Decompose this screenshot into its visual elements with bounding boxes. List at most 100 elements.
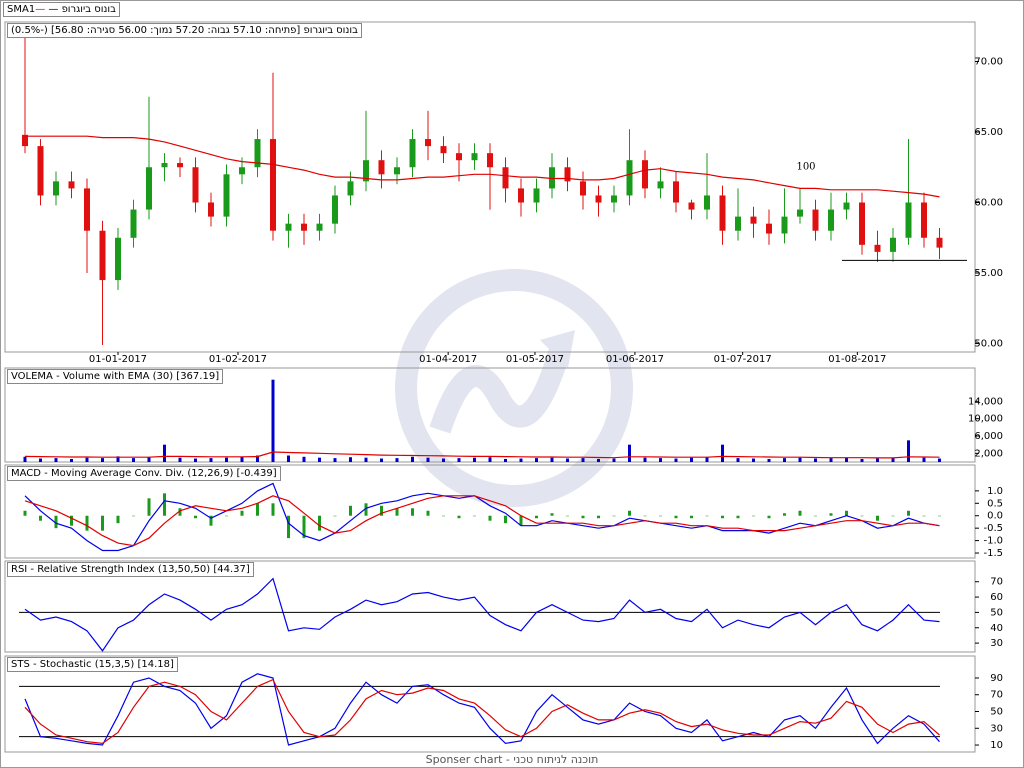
bar [333,515,337,517]
y-tick-label: -1.5 [983,548,1003,559]
candle-body [207,202,214,217]
bar [519,515,523,526]
bar [690,457,694,462]
candle-body [564,167,571,182]
panel-title: STS - Stochastic (15,3,5) [14.18] [7,657,178,672]
bar [674,515,678,519]
y-tick-label: 6,000 [974,431,1003,442]
candle-body [68,181,75,189]
bar [193,515,197,519]
candle-body [487,153,493,168]
bar [504,458,508,462]
bar [69,515,73,526]
bar [876,458,880,462]
bar [798,457,802,462]
series-line [24,482,940,552]
bar [131,515,135,517]
candle-body [223,174,230,217]
bar [38,515,42,521]
y-tick-label: 14,000 [968,396,1003,407]
bar [690,515,694,519]
bar [845,457,849,462]
candle-body [99,230,106,281]
bar [938,515,942,517]
bar [752,515,756,517]
candle-body [704,195,711,210]
bar [100,458,104,462]
bar [736,515,740,519]
candle-body [440,146,447,154]
y-tick-label: 50 [990,707,1003,718]
bar [457,458,461,462]
bar [348,505,352,516]
candle-body [859,202,866,245]
bar [302,456,306,462]
candle-body [471,153,478,161]
bar [54,515,58,529]
x-tick-label: 01-01-2017 [89,354,147,365]
candle-body [52,181,59,196]
bar [550,457,554,462]
bar [23,456,27,462]
candle-body [176,163,183,168]
panel-title: VOLEMA - Volume with EMA (30) [367.19] [7,369,224,384]
bar [209,515,213,526]
bar [721,444,725,462]
y-tick-label: 1.0 [987,486,1003,497]
bar [116,456,120,462]
bar [876,515,880,521]
bar [860,458,864,462]
bar [597,458,601,462]
y-tick-label: 30 [990,723,1003,734]
bar [23,510,27,516]
candle-body [518,188,525,203]
bar [240,456,244,462]
candle-body [285,223,292,231]
candle-body [580,181,587,196]
candle-body [130,209,137,238]
bar [147,457,151,462]
bar [116,515,120,524]
bar [907,510,911,516]
x-tick-label: 01-07-2017 [714,354,772,365]
y-tick-label: 40 [990,623,1003,634]
bar [535,515,539,519]
candle-body [673,181,680,203]
bar [705,457,709,462]
bar [209,458,213,462]
y-tick-label: -0.5 [983,523,1003,534]
bar [566,515,570,517]
bar [922,457,926,462]
candle-body [533,188,540,203]
bar [581,458,585,462]
candle-body [781,216,788,234]
candle-body [719,195,726,231]
y-tick-label: 60.00 [974,198,1003,209]
candle-body [688,202,695,210]
bar [472,515,476,517]
candle-body [424,139,431,147]
bar [38,458,42,462]
candle-body [37,146,44,196]
bar [178,508,182,516]
candle-body [145,167,152,210]
bar [85,515,89,531]
bar [659,458,663,462]
candle-body [316,223,323,231]
x-tick-label: 01-06-2017 [606,354,664,365]
y-tick-label: -1.0 [983,536,1003,547]
annotation: 100 [796,162,815,173]
bar [302,515,306,539]
candle-body [921,202,928,238]
bar [643,457,647,462]
candle-body [114,237,121,281]
candle-body [269,139,276,231]
series-line [24,451,940,459]
panel [4,560,976,653]
y-tick-label: 90 [990,673,1003,684]
bar [659,515,663,517]
y-tick-label: 50 [990,607,1003,618]
bar [736,458,740,462]
candle-body [161,163,168,168]
y-tick-label: 10,000 [968,414,1003,425]
